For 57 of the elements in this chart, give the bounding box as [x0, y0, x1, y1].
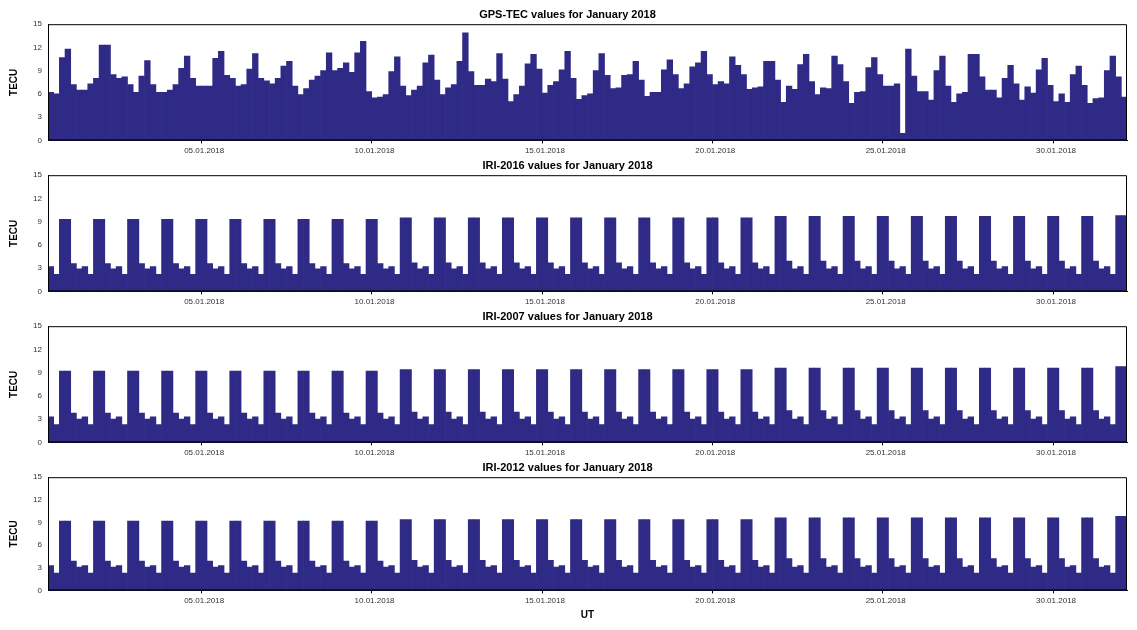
x-axis-title: UT: [580, 608, 595, 620]
y-tick-label: 0: [37, 286, 43, 296]
x-tick-label: 25.01.2018: [865, 146, 907, 156]
chart-title: IRI-2007 values for January 2018: [482, 309, 653, 322]
chart-title: IRI-2016 values for January 2018: [482, 158, 653, 171]
y-tick-label: 3: [37, 112, 43, 122]
y-axis-title: TECU: [7, 219, 19, 247]
y-tick-label: 12: [33, 495, 43, 505]
x-tick-label: 05.01.2018: [184, 146, 225, 156]
y-tick-label: 12: [33, 344, 43, 354]
y-tick-label: 0: [37, 135, 43, 145]
y-tick-label: 0: [37, 585, 43, 595]
y-tick-label: 6: [37, 391, 43, 401]
y-tick-label: 12: [33, 193, 43, 203]
y-tick-label: 15: [33, 472, 43, 482]
y-tick-label: 6: [37, 240, 43, 250]
y-tick-label: 15: [33, 19, 43, 29]
x-tick-label: 15.01.2018: [524, 448, 566, 458]
y-tick-label: 0: [37, 437, 43, 447]
chart-title: IRI-2012 values for January 2018: [482, 460, 653, 473]
x-tick-label: 10.01.2018: [354, 146, 396, 156]
x-tick-label: 05.01.2018: [184, 448, 225, 458]
x-tick-label: 05.01.2018: [184, 596, 225, 606]
y-axis-title: TECU: [7, 370, 19, 398]
y-tick-label: 15: [33, 321, 43, 331]
y-tick-label: 3: [37, 263, 43, 273]
y-tick-label: 9: [37, 367, 43, 377]
x-tick-label: 20.01.2018: [695, 596, 736, 606]
chart-title: GPS-TEC values for January 2018: [479, 7, 656, 20]
y-tick-label: 9: [37, 65, 43, 75]
y-tick-label: 9: [37, 216, 43, 226]
x-tick-label: 20.01.2018: [695, 297, 736, 307]
y-axis-title: TECU: [7, 520, 19, 548]
x-tick-label: 30.01.2018: [1035, 146, 1077, 156]
x-tick-label: 30.01.2018: [1035, 448, 1077, 458]
y-axis-title: TECU: [7, 68, 19, 96]
x-tick-label: 30.01.2018: [1035, 297, 1077, 307]
x-tick-label: 10.01.2018: [354, 596, 396, 606]
x-tick-label: 25.01.2018: [865, 448, 907, 458]
x-tick-label: 20.01.2018: [695, 448, 736, 458]
x-tick-label: 25.01.2018: [865, 297, 907, 307]
x-tick-label: 15.01.2018: [524, 146, 566, 156]
x-tick-label: 20.01.2018: [695, 146, 736, 156]
y-tick-label: 6: [37, 89, 43, 99]
y-tick-label: 12: [33, 42, 43, 52]
x-tick-label: 25.01.2018: [865, 596, 907, 606]
y-tick-label: 6: [37, 540, 43, 550]
x-tick-label: 15.01.2018: [524, 297, 566, 307]
x-tick-label: 10.01.2018: [354, 297, 396, 307]
x-tick-label: 10.01.2018: [354, 448, 396, 458]
x-tick-label: 15.01.2018: [524, 596, 566, 606]
y-tick-label: 9: [37, 517, 43, 527]
x-tick-label: 05.01.2018: [184, 297, 225, 307]
y-tick-label: 3: [37, 414, 43, 424]
y-tick-label: 3: [37, 562, 43, 572]
y-tick-label: 15: [33, 170, 43, 180]
x-tick-label: 30.01.2018: [1035, 596, 1077, 606]
